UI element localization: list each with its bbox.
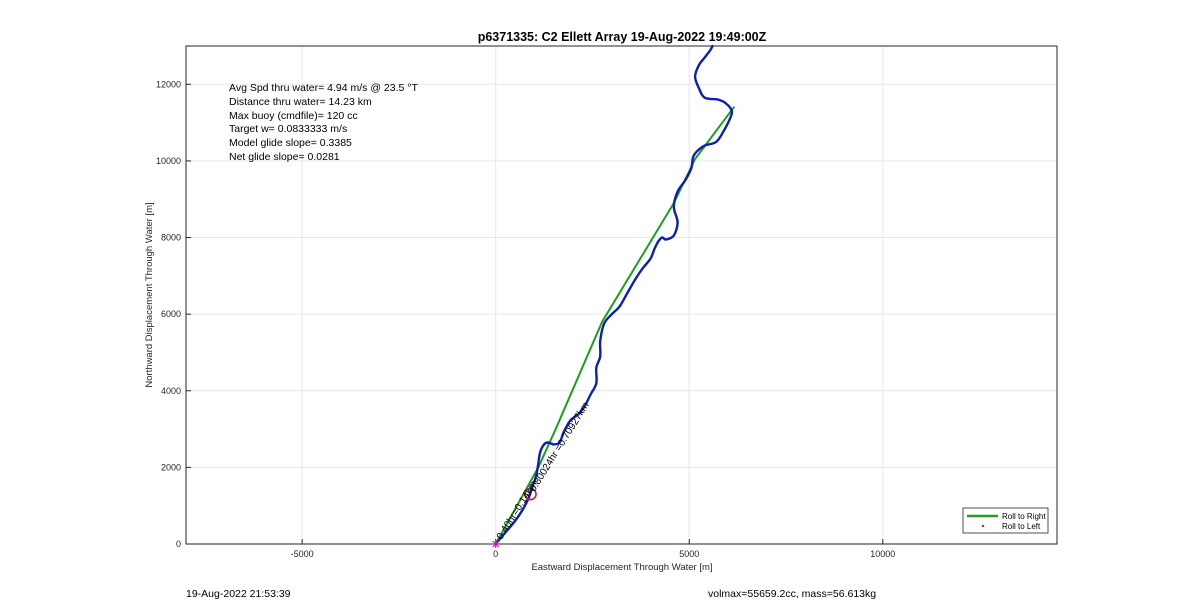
segment-marker-circle <box>524 487 537 501</box>
stats-block: Avg Spd thru water= 4.94 m/s @ 23.5 °T D… <box>229 82 418 163</box>
stats-line-distance: Distance thru water= 14.23 km <box>229 96 372 108</box>
stats-line-avg-speed: Avg Spd thru water= 4.94 m/s @ 23.5 °T <box>229 82 418 94</box>
x-tick-label: -5000 <box>291 549 314 559</box>
y-tick-label: 2000 <box>161 462 181 472</box>
axis-ticks: -5000 0 5000 10000 0 2000 4000 6000 8000 10000 120… <box>156 79 895 559</box>
series-line-roll-to-right <box>494 106 735 545</box>
segment-annotation: 0.40hr=0.14km <box>495 479 540 542</box>
y-axis-label: Northward Displacement Through Water [m] <box>144 202 155 387</box>
x-tick-label: 10000 <box>870 549 895 559</box>
y-tick-label: 6000 <box>161 309 181 319</box>
legend: Roll to Right Roll to Left <box>962 507 1049 534</box>
y-tick-label: 8000 <box>161 233 181 243</box>
chart-title: p6371335: C2 Ellett Array 19-Aug-2022 19… <box>478 30 767 44</box>
legend-swatch-roll-left <box>981 524 985 528</box>
y-tick-label: 10000 <box>156 156 181 166</box>
marker-layer <box>491 487 537 548</box>
footer-timestamp: 19-Aug-2022 21:53:39 <box>186 588 291 600</box>
stats-line-target-w: Target w= 0.0833333 m/s <box>229 123 347 135</box>
stats-line-net-glide: Net glide slope= 0.0281 <box>229 151 340 163</box>
y-tick-label: 12000 <box>156 79 181 89</box>
stats-line-model-glide: Model glide slope= 0.3385 <box>229 137 352 149</box>
x-tick-label: 5000 <box>679 549 699 559</box>
start-marker-star <box>491 540 500 548</box>
stats-line-max-buoy: Max buoy (cmdfile)= 120 cc <box>229 110 358 122</box>
y-tick-label: 0 <box>176 539 181 549</box>
legend-label-roll-left: Roll to Left <box>1002 522 1041 531</box>
footer-vehicle-info: volmax=55659.2cc, mass=56.613kg <box>708 588 877 600</box>
series-layer <box>494 44 735 546</box>
series-line-track <box>494 44 734 546</box>
legend-label-roll-right: Roll to Right <box>1002 512 1046 521</box>
x-axis-label: Eastward Displacement Through Water [m] <box>531 562 712 573</box>
plot-frame <box>185 45 1058 545</box>
legend-box <box>962 507 1049 534</box>
x-tick-label: 0 <box>493 549 498 559</box>
segment-annotation: 0.80024hr =0.70927km <box>528 400 592 493</box>
y-tick-label: 4000 <box>161 386 181 396</box>
